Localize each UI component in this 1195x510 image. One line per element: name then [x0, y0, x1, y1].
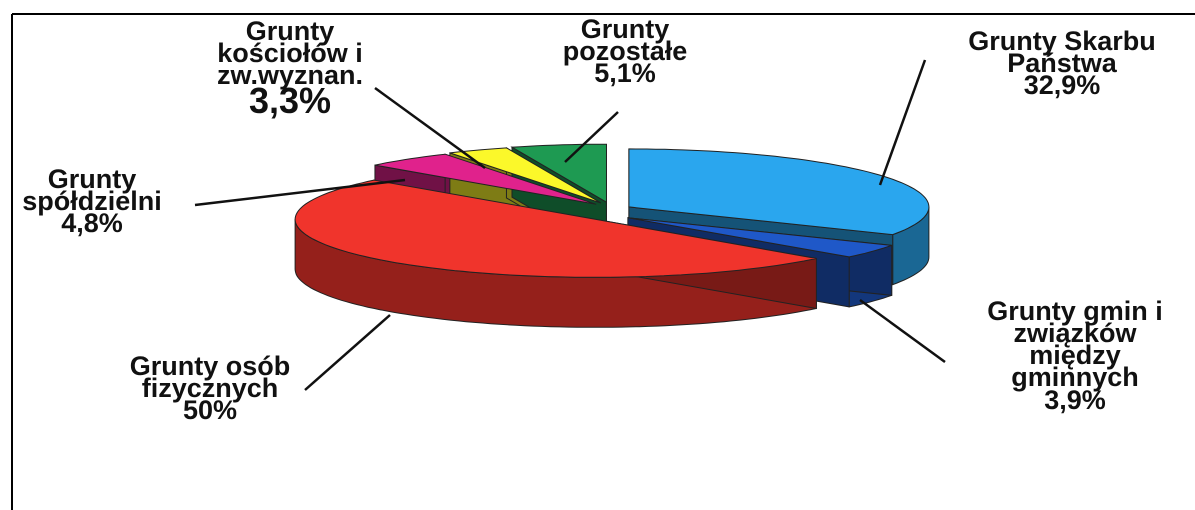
leader-line [859, 298, 946, 364]
slice [627, 217, 892, 258]
slice-label: Grunty osób fizycznych 50% [90, 351, 330, 426]
category-label: Grunty kościołów i zw.wyznan. [216, 16, 364, 91]
slice-label: Grunty pozostałe 5,1% [550, 14, 700, 89]
value-label: 4,8% [61, 208, 123, 239]
slice-label: Grunty kościołów i zw.wyznan. 3,3% [203, 16, 378, 122]
leader-line [564, 111, 619, 163]
slice [449, 147, 602, 204]
slice [628, 148, 930, 236]
category-label: Grunty osób fizycznych [129, 351, 291, 404]
category-label: Grunty pozostałe [562, 14, 688, 67]
slice-label: Grunty spółdzielni 4,8% [5, 164, 180, 239]
leader-line [878, 59, 927, 186]
slice-label: Grunty gmin i związków między gminnych 3,… [968, 296, 1183, 415]
leader-line [374, 86, 486, 170]
category-label: Grunty spółdzielni [22, 164, 162, 217]
leader-line [304, 314, 391, 391]
slice-label: Grunty Skarbu Państwa 32,9% [927, 26, 1195, 101]
category-label: Grunty Skarbu Państwa [968, 26, 1156, 79]
slice [510, 143, 608, 204]
value-label: 3,3% [248, 80, 332, 122]
value-label: 50% [182, 395, 238, 426]
value-label: 5,1% [594, 58, 656, 89]
category-label: Grunty gmin i związków między gminnych [987, 296, 1163, 393]
value-label: 3,9% [1044, 384, 1106, 415]
slice [294, 179, 817, 278]
slice [374, 153, 597, 205]
leader-line [194, 178, 406, 207]
value-label: 32,9% [1023, 70, 1101, 101]
